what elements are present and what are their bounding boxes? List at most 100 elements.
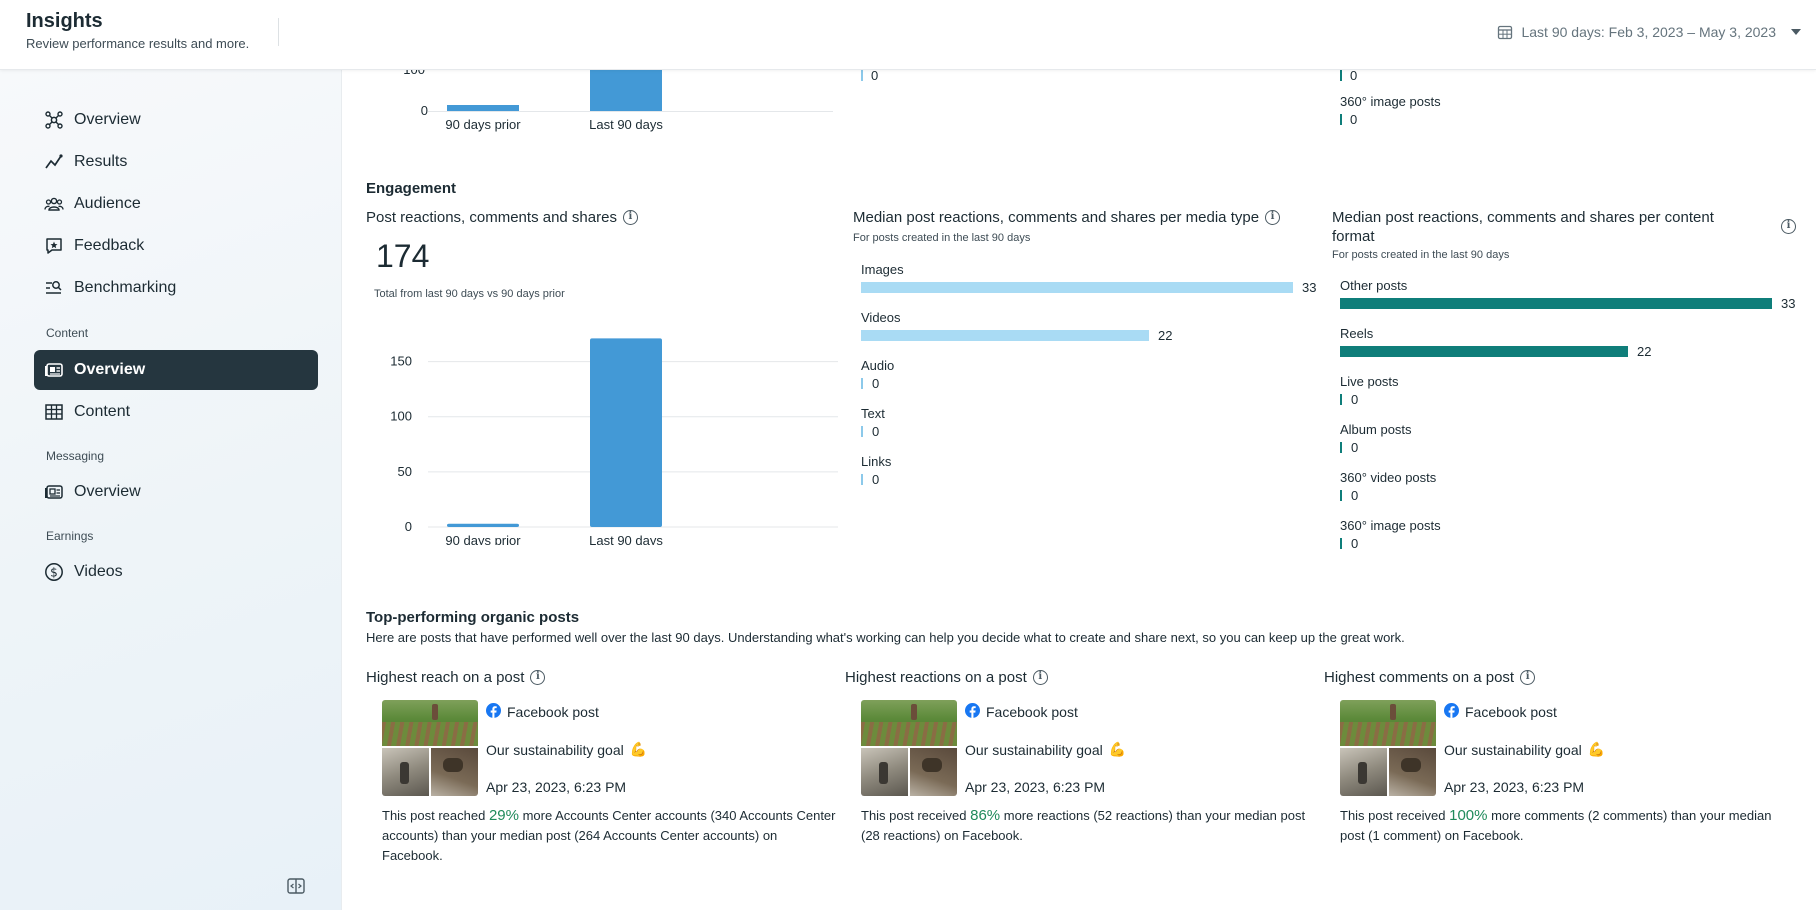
sidebar-item-content-overview[interactable]: Overview (34, 350, 318, 390)
media-type-title: Median post reactions, comments and shar… (853, 209, 1281, 226)
post-photo-field (1340, 700, 1436, 746)
sidebar-item-overview[interactable]: Overview (34, 100, 318, 140)
sidebar: Overview Results Audience Feedback Bench… (0, 70, 342, 910)
top-posts-heading: Top-performing organic posts (366, 609, 580, 626)
post-source-label: Facebook post (507, 704, 599, 720)
partial-x-label: Last 90 days (589, 117, 663, 132)
info-icon[interactable]: i (1520, 670, 1536, 685)
chart-bar[interactable] (1340, 538, 1342, 549)
partial-format-label: 360° image posts (1340, 94, 1441, 109)
post-thumbnail[interactable] (1340, 700, 1436, 796)
post-card-title: Highest comments on a post i (1324, 669, 1536, 686)
chart-bar[interactable] (1340, 490, 1342, 501)
post-percentage: 86% (970, 807, 1001, 824)
info-icon[interactable]: i (1265, 210, 1281, 225)
photo-soil (1340, 722, 1436, 746)
sidebar-item-feedback[interactable]: Feedback (34, 226, 318, 266)
main-content: 100 0 90 days prior Last 90 days 0 0 360… (343, 70, 1816, 910)
partial-zero-tick: 0 (420, 103, 428, 118)
chart-bar[interactable] (1340, 346, 1628, 357)
card-title-text: Median post reactions, comments and shar… (853, 209, 1260, 226)
post-source: Facebook post (1444, 703, 1557, 721)
benchmark-search-icon (44, 278, 64, 298)
content-format-bars: Other posts 33 Reels 22 Live posts 0 Album pos… (1340, 278, 1795, 578)
chart-bar[interactable] (861, 474, 863, 485)
bar-category-label: Other posts (1340, 278, 1408, 293)
sidebar-item-label: Content (74, 403, 131, 420)
sidebar-item-label: Benchmarking (74, 279, 177, 296)
sidebar-item-label: Overview (74, 111, 141, 128)
sidebar-item-videos[interactable]: $ Videos (34, 552, 318, 592)
content-format-title: Median post reactions, comments and shar… (1332, 208, 1747, 246)
sidebar-item-benchmarking[interactable]: Benchmarking (34, 268, 318, 308)
chart-bar[interactable] (590, 338, 662, 527)
chart-bar[interactable] (861, 330, 1149, 341)
facebook-icon (1444, 703, 1459, 721)
post-card-title: Highest reach on a post i (366, 669, 546, 686)
bar-value-label: 0 (1351, 392, 1359, 407)
sidebar-item-audience[interactable]: Audience (34, 184, 318, 224)
engagement-total-title: Post reactions, comments and shares i (366, 209, 638, 226)
overview-network-icon (44, 110, 64, 130)
post-photo-rocks (861, 748, 908, 796)
chart-bar[interactable] (447, 523, 519, 527)
partial-format-value: 0 (1350, 112, 1358, 127)
sidebar-item-label: Results (74, 153, 128, 170)
y-tick-label: 50 (398, 464, 412, 479)
date-range-picker[interactable]: Last 90 days: Feb 3, 2023 – May 3, 2023 (1497, 20, 1802, 44)
card-title-text: Highest comments on a post (1324, 669, 1515, 686)
engagement-bar-chart: 0 50 100 150 90 days prior Last 90 days (390, 338, 838, 545)
partial-format-bar (1340, 114, 1342, 125)
collapse-sidebar-icon[interactable] (286, 876, 306, 896)
engagement-heading: Engagement (366, 180, 457, 197)
sidebar-item-content[interactable]: Content (34, 392, 318, 432)
page-subtitle: Review performance results and more. (26, 36, 250, 51)
sidebar-item-label: Overview (74, 361, 146, 378)
info-icon[interactable]: i (1781, 219, 1796, 234)
bar-category-label: Audio (861, 358, 895, 373)
partial-bar-chart: 100 (368, 70, 768, 92)
chart-bar[interactable] (1340, 298, 1772, 309)
post-description-text: more Accounts Center accounts (340 Accou… (382, 808, 836, 863)
bar-category-label: 360° video posts (1340, 470, 1437, 485)
post-date: Apr 23, 2023, 6:23 PM (965, 779, 1105, 795)
chart-bar[interactable] (861, 378, 863, 389)
sidebar-item-messaging-overview[interactable]: Overview (34, 472, 318, 512)
bar-value-label: 0 (1351, 440, 1359, 455)
svg-text:$: $ (50, 566, 58, 580)
post-photo-rocks (1340, 748, 1387, 796)
bar-value-label: 0 (872, 424, 880, 439)
post-source: Facebook post (486, 703, 599, 721)
chart-bar[interactable] (1340, 442, 1342, 453)
info-icon[interactable]: i (622, 210, 638, 225)
photo-soil (382, 722, 478, 746)
post-description: This post received 86% more reactions (5… (861, 806, 1316, 846)
card-title-text: Highest reactions on a post (845, 669, 1027, 686)
photo-figure (879, 762, 888, 784)
post-date-text: Apr 23, 2023, 6:23 PM (486, 779, 627, 795)
bar-value-label: 33 (1781, 296, 1796, 311)
chart-bar[interactable] (1340, 394, 1342, 405)
bar-value-label: 33 (1302, 280, 1317, 295)
post-thumbnail[interactable] (382, 700, 478, 796)
x-tick-label: 90 days prior (445, 533, 521, 545)
bar-value-label: 22 (1637, 344, 1652, 359)
partial-gridline (428, 111, 833, 112)
card-title-text: Median post reactions, comments and shar… (1332, 209, 1714, 245)
sidebar-item-label: Feedback (74, 237, 145, 254)
sidebar-item-results[interactable]: Results (34, 142, 318, 182)
post-thumbnail[interactable] (861, 700, 957, 796)
photo-figure (911, 704, 917, 720)
post-card: Highest comments on a post i Facebook po… (1324, 669, 1794, 869)
chart-bar[interactable] (861, 426, 863, 437)
bar-value-label: 22 (1158, 328, 1173, 343)
bar-value-label: 0 (1351, 488, 1359, 503)
post-source-label: Facebook post (1465, 704, 1557, 720)
post-percentage: 29% (488, 807, 519, 824)
info-icon[interactable]: i (530, 670, 546, 685)
bar-category-label: Images (861, 262, 904, 277)
post-source: Facebook post (965, 703, 1078, 721)
content-format-note: For posts created in the last 90 days (1332, 249, 1510, 261)
info-icon[interactable]: i (1032, 670, 1048, 685)
chart-bar[interactable] (861, 282, 1293, 293)
